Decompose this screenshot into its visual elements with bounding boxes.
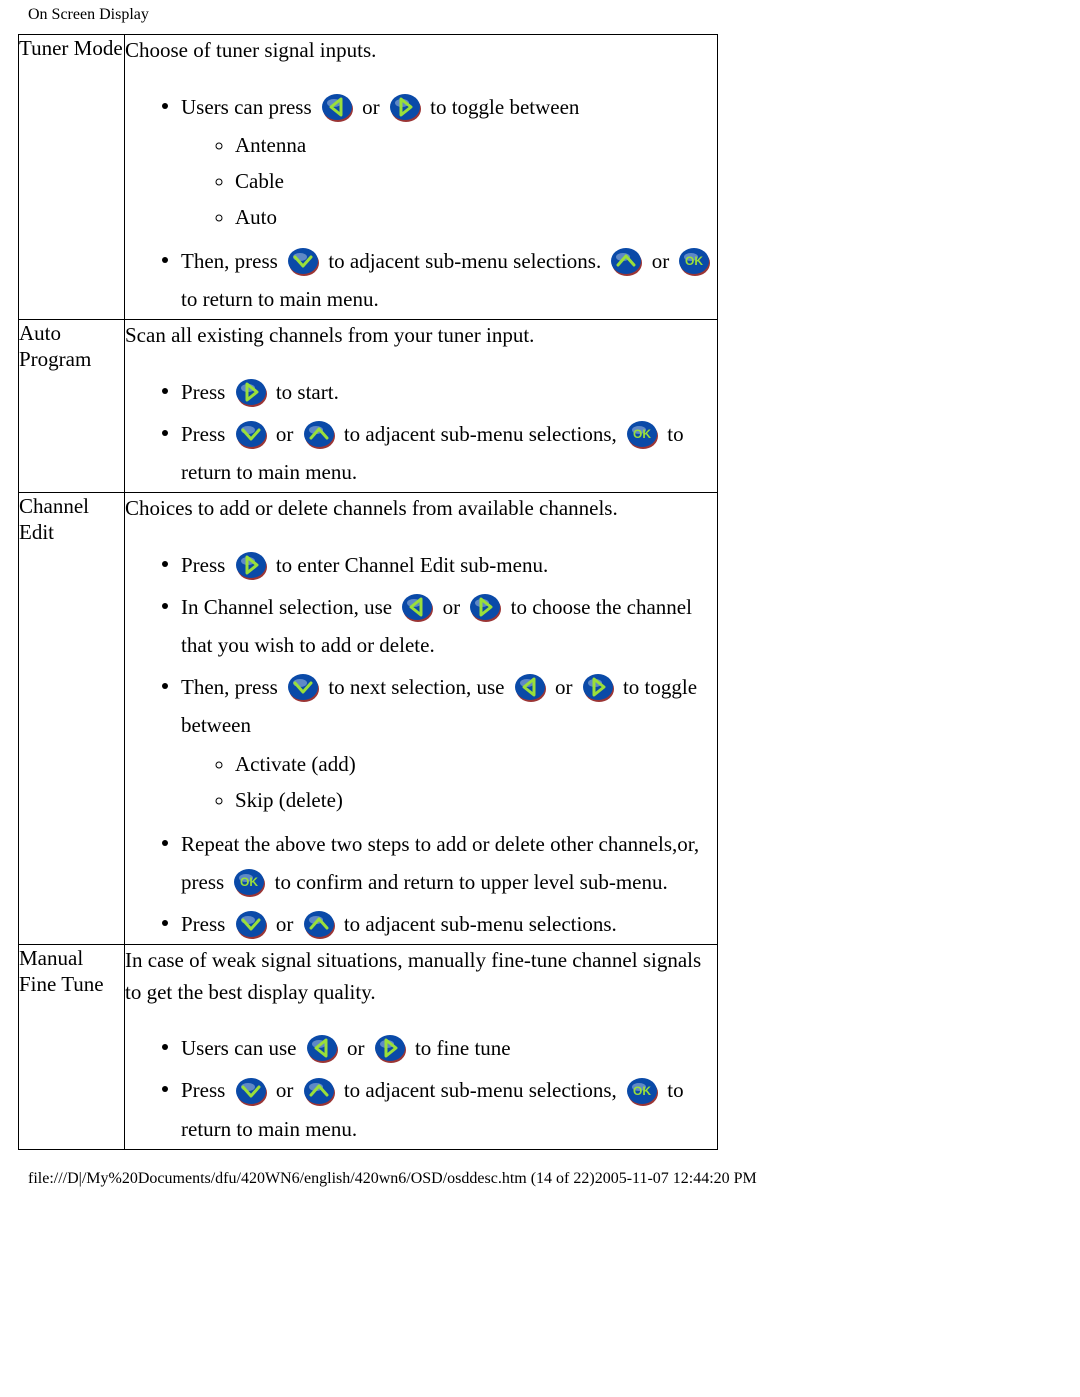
- text: Then, press: [181, 675, 283, 699]
- intro-text: Choose of tuner signal inputs.: [125, 35, 717, 67]
- text: Press: [181, 912, 231, 936]
- table-row: Channel Edit Choices to add or delete ch…: [19, 493, 718, 945]
- row-label-tuner-mode: Tuner Mode: [19, 35, 125, 320]
- up-arrow-icon: [301, 1075, 337, 1107]
- list-item: Then, press to adjacent sub-menu selecti…: [181, 239, 717, 319]
- page-title: On Screen Display: [28, 6, 1080, 24]
- footer-path: file:///D|/My%20Documents/dfu/420WN6/eng…: [28, 1170, 1080, 1188]
- svg-text:OK: OK: [685, 254, 703, 268]
- row-desc-manual-fine-tune: In case of weak signal situations, manua…: [125, 945, 718, 1150]
- intro-text: Scan all existing channels from your tun…: [125, 320, 717, 352]
- right-arrow-icon: [387, 91, 423, 123]
- list-item: Repeat the above two steps to add or del…: [181, 822, 717, 902]
- down-arrow-icon: [285, 245, 321, 277]
- row-desc-channel-edit: Choices to add or delete channels from a…: [125, 493, 718, 945]
- text: Press: [181, 380, 231, 404]
- row-label-channel-edit: Channel Edit: [19, 493, 125, 945]
- text: Press: [181, 1079, 231, 1103]
- text: to enter Channel Edit sub-menu.: [276, 553, 548, 577]
- up-arrow-icon: [301, 418, 337, 450]
- text: to adjacent sub-menu selections.: [328, 249, 601, 273]
- table-row: Manual Fine Tune In case of weak signal …: [19, 945, 718, 1150]
- down-arrow-icon: [285, 671, 321, 703]
- row-label-auto-program: Auto Program: [19, 320, 125, 493]
- list-item: Press or to adjacent sub-menu selections…: [181, 902, 717, 944]
- text: to return to main menu.: [181, 287, 379, 311]
- down-arrow-icon: [233, 418, 269, 450]
- ok-icon: OK: [624, 1075, 660, 1107]
- text: to toggle between: [430, 95, 579, 119]
- ok-icon: OK: [231, 866, 267, 898]
- text: Users can use: [181, 1036, 302, 1060]
- intro-text: Choices to add or delete channels from a…: [125, 493, 717, 525]
- intro-text: In case of weak signal situations, manua…: [125, 945, 717, 1008]
- text: Press: [181, 422, 231, 446]
- up-arrow-icon: [608, 245, 644, 277]
- left-arrow-icon: [512, 671, 548, 703]
- text: to confirm and return to upper level sub…: [275, 870, 668, 894]
- option-skip: Skip (delete): [235, 782, 717, 818]
- left-arrow-icon: [319, 91, 355, 123]
- svg-text:OK: OK: [240, 875, 258, 889]
- option-auto: Auto: [235, 199, 717, 235]
- list-item: Users can use or to fine tune: [181, 1026, 717, 1068]
- up-arrow-icon: [301, 908, 337, 940]
- text: or: [443, 595, 466, 619]
- list-item: Press or to adjacent sub-menu selections…: [181, 1068, 717, 1148]
- down-arrow-icon: [233, 1075, 269, 1107]
- list-item: Users can press or to toggle between Ant…: [181, 85, 717, 239]
- right-arrow-icon: [233, 376, 269, 408]
- row-label-manual-fine-tune: Manual Fine Tune: [19, 945, 125, 1150]
- text: or: [362, 95, 385, 119]
- list-item: In Channel selection, use or to choose t…: [181, 585, 717, 665]
- table-row: Auto Program Scan all existing channels …: [19, 320, 718, 493]
- ok-icon: OK: [624, 418, 660, 450]
- list-item: Press to start.: [181, 370, 717, 412]
- text: to adjacent sub-menu selections.: [344, 912, 617, 936]
- text: or: [276, 422, 299, 446]
- text: to adjacent sub-menu selections,: [344, 422, 622, 446]
- ok-icon: OK: [676, 245, 712, 277]
- left-arrow-icon: [399, 591, 435, 623]
- text: or: [276, 1079, 299, 1103]
- text: to fine tune: [415, 1036, 511, 1060]
- left-arrow-icon: [304, 1032, 340, 1064]
- svg-text:OK: OK: [633, 1084, 651, 1098]
- right-arrow-icon: [233, 549, 269, 581]
- text: or: [652, 249, 675, 273]
- table-row: Tuner Mode Choose of tuner signal inputs…: [19, 35, 718, 320]
- down-arrow-icon: [233, 908, 269, 940]
- right-arrow-icon: [372, 1032, 408, 1064]
- option-antenna: Antenna: [235, 127, 717, 163]
- row-desc-tuner-mode: Choose of tuner signal inputs. Users can…: [125, 35, 718, 320]
- svg-text:OK: OK: [633, 427, 651, 441]
- text: Then, press: [181, 249, 283, 273]
- text: to next selection, use: [328, 675, 509, 699]
- option-cable: Cable: [235, 163, 717, 199]
- text: to start.: [276, 380, 339, 404]
- text: or: [276, 912, 299, 936]
- text: Users can press: [181, 95, 317, 119]
- option-activate: Activate (add): [235, 746, 717, 782]
- text: Press: [181, 553, 231, 577]
- text: to adjacent sub-menu selections,: [344, 1079, 622, 1103]
- osd-table: Tuner Mode Choose of tuner signal inputs…: [18, 34, 718, 1150]
- text: In Channel selection, use: [181, 595, 397, 619]
- text: or: [347, 1036, 370, 1060]
- list-item: Press to enter Channel Edit sub-menu.: [181, 543, 717, 585]
- right-arrow-icon: [467, 591, 503, 623]
- right-arrow-icon: [580, 671, 616, 703]
- text: or: [555, 675, 578, 699]
- list-item: Press or to adjacent sub-menu selections…: [181, 412, 717, 492]
- list-item: Then, press to next selection, use or to…: [181, 665, 717, 821]
- row-desc-auto-program: Scan all existing channels from your tun…: [125, 320, 718, 493]
